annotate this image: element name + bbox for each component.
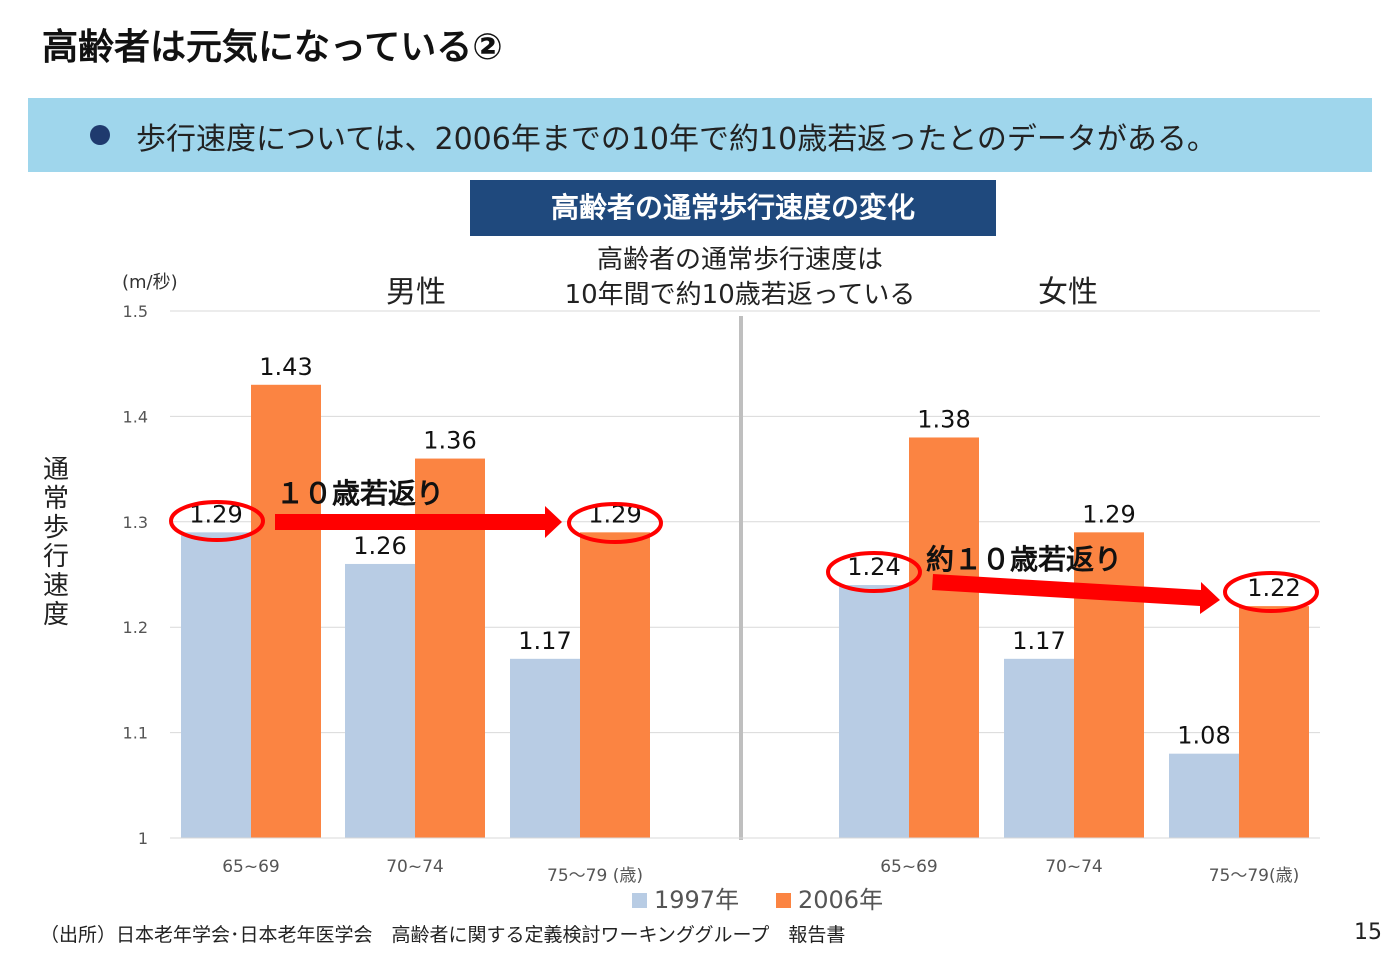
center-annotation: 高齢者の通常歩行速度は: [597, 245, 883, 275]
bar-2006年: [580, 532, 650, 838]
bar-1997年: [839, 585, 909, 838]
bullet-dot-icon: [90, 125, 110, 145]
bar-2006年: [1239, 606, 1309, 838]
panel-label: 女性: [1038, 275, 1098, 310]
slide-title: 高齢者は元気になっている②: [42, 27, 503, 68]
bar-2006年: [251, 384, 321, 838]
panel-label: 男性: [386, 275, 446, 310]
legend-swatch: [776, 893, 791, 908]
y-tick-label: 1: [138, 829, 148, 848]
highlight-ellipse: [169, 500, 265, 542]
source-note: （出所）日本老年学会･日本老年医学会 高齢者に関する定義検討ワーキンググループ …: [40, 924, 846, 946]
highlight-ellipse: [1223, 571, 1319, 613]
x-tick-label: 70~74: [1045, 857, 1103, 877]
bar-1997年: [345, 563, 415, 838]
arrow-icon: [932, 574, 1220, 614]
data-label: 1.29: [1082, 500, 1135, 528]
data-label: 1.17: [518, 627, 571, 655]
legend-swatch: [632, 893, 647, 908]
x-tick-label: 65~69: [880, 857, 938, 877]
x-tick-label: 75～79 (歳): [547, 866, 643, 886]
data-label: 1.24: [847, 553, 900, 581]
data-label: 1.36: [423, 427, 476, 455]
y-tick-label: 1.3: [123, 513, 148, 532]
center-annotation: 10年間で約10歳若返っている: [565, 280, 916, 310]
y-tick-label: 1.5: [123, 302, 148, 321]
data-label: 1.22: [1247, 574, 1300, 602]
bar-1997年: [1004, 658, 1074, 838]
legend-label: 2006年: [798, 886, 883, 914]
bar-2006年: [1074, 532, 1144, 838]
arrow-label: 約１０歳若返り: [926, 543, 1122, 576]
highlight-ellipse: [826, 551, 922, 593]
bar-2006年: [909, 437, 979, 838]
chart-title: 高齢者の通常歩行速度の変化: [470, 180, 996, 236]
bar-1997年: [510, 658, 580, 838]
y-axis-label-char: 歩: [43, 513, 69, 543]
arrow-label: １０歳若返り: [276, 477, 444, 510]
y-axis-label-char: 速: [43, 571, 69, 601]
bar-1997年: [1169, 753, 1239, 838]
legend-label: 1997年: [654, 886, 739, 914]
y-tick-label: 1.4: [123, 407, 148, 426]
data-label: 1.08: [1177, 722, 1230, 750]
summary-text: 歩行速度については、2006年までの10年で約10歳若返ったとのデータがある。: [136, 122, 1217, 157]
x-tick-label: 75～79(歳): [1209, 866, 1300, 886]
y-unit-label: (m/秒): [122, 272, 178, 293]
y-tick-label: 1.2: [123, 618, 148, 637]
page-number: 15: [1354, 920, 1382, 945]
x-tick-label: 65~69: [222, 857, 280, 877]
highlight-ellipse: [567, 502, 663, 544]
y-tick-label: 1.1: [123, 724, 148, 743]
arrow-icon: [275, 506, 562, 538]
summary-banner: 歩行速度については、2006年までの10年で約10歳若返ったとのデータがある。: [28, 98, 1372, 172]
y-axis-label-char: 通: [43, 455, 69, 485]
data-label: 1.26: [353, 532, 406, 560]
y-axis-label-char: 度: [43, 600, 69, 630]
y-axis-label-char: 常: [43, 484, 69, 514]
data-label: 1.43: [259, 353, 312, 381]
data-label: 1.17: [1012, 627, 1065, 655]
bar-1997年: [181, 532, 251, 838]
y-axis-label-char: 行: [43, 542, 69, 572]
data-label: 1.38: [917, 405, 970, 433]
x-tick-label: 70~74: [386, 857, 444, 877]
